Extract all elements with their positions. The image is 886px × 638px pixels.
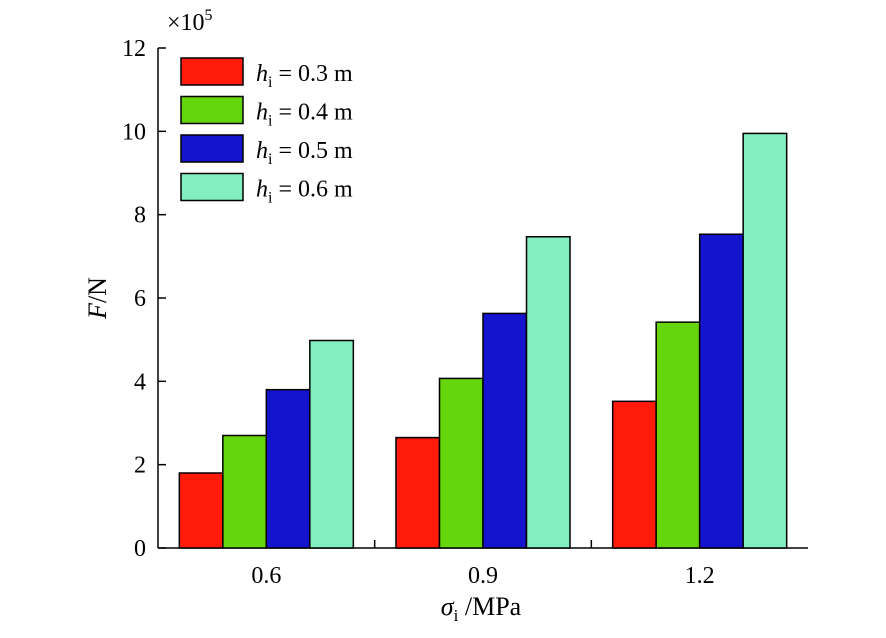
legend-label: hi = 0.6 m bbox=[256, 177, 353, 207]
legend-label: hi = 0.4 m bbox=[256, 100, 353, 130]
y-axis-label: F/N bbox=[83, 277, 112, 320]
legend-label: hi = 0.3 m bbox=[256, 61, 353, 91]
bar bbox=[655, 321, 701, 549]
y-tick-label: 12 bbox=[122, 36, 146, 62]
bar bbox=[222, 434, 268, 549]
x-axis-label: σi /MPa bbox=[441, 592, 522, 625]
legend: hi = 0.3 m hi = 0.4 m hi = 0.5 m hi = 0.6 m bbox=[180, 57, 353, 207]
bar bbox=[309, 339, 355, 549]
y-tick-label: 4 bbox=[134, 369, 146, 395]
y-tick-label: 8 bbox=[134, 203, 146, 229]
bar bbox=[482, 312, 528, 549]
bar bbox=[525, 236, 571, 549]
legend-swatch bbox=[180, 134, 244, 163]
y-tick-label: 10 bbox=[122, 119, 146, 145]
x-tick-label: 0.9 bbox=[468, 563, 498, 589]
multiplier-label: ×105 bbox=[167, 7, 213, 36]
y-tick-label: 2 bbox=[134, 453, 146, 479]
bar bbox=[438, 377, 484, 549]
legend-swatch bbox=[180, 95, 244, 125]
y-ticks: 0 2 4 6 8 10 12 bbox=[122, 36, 166, 562]
bar bbox=[698, 233, 744, 549]
legend-swatch bbox=[180, 57, 244, 86]
bar bbox=[395, 436, 441, 549]
bar bbox=[742, 132, 788, 549]
legend-label: hi = 0.5 m bbox=[256, 138, 353, 168]
x-tick-label: 0.6 bbox=[251, 563, 281, 589]
bars bbox=[178, 132, 788, 549]
bar bbox=[265, 388, 311, 549]
x-ticks: 0.6 0.9 1.2 bbox=[251, 540, 715, 589]
y-tick-label: 0 bbox=[134, 536, 146, 562]
y-tick-label: 6 bbox=[134, 286, 146, 312]
bar bbox=[611, 400, 657, 549]
x-tick-label: 1.2 bbox=[685, 563, 715, 589]
bar bbox=[178, 472, 224, 549]
legend-swatch bbox=[180, 172, 244, 202]
